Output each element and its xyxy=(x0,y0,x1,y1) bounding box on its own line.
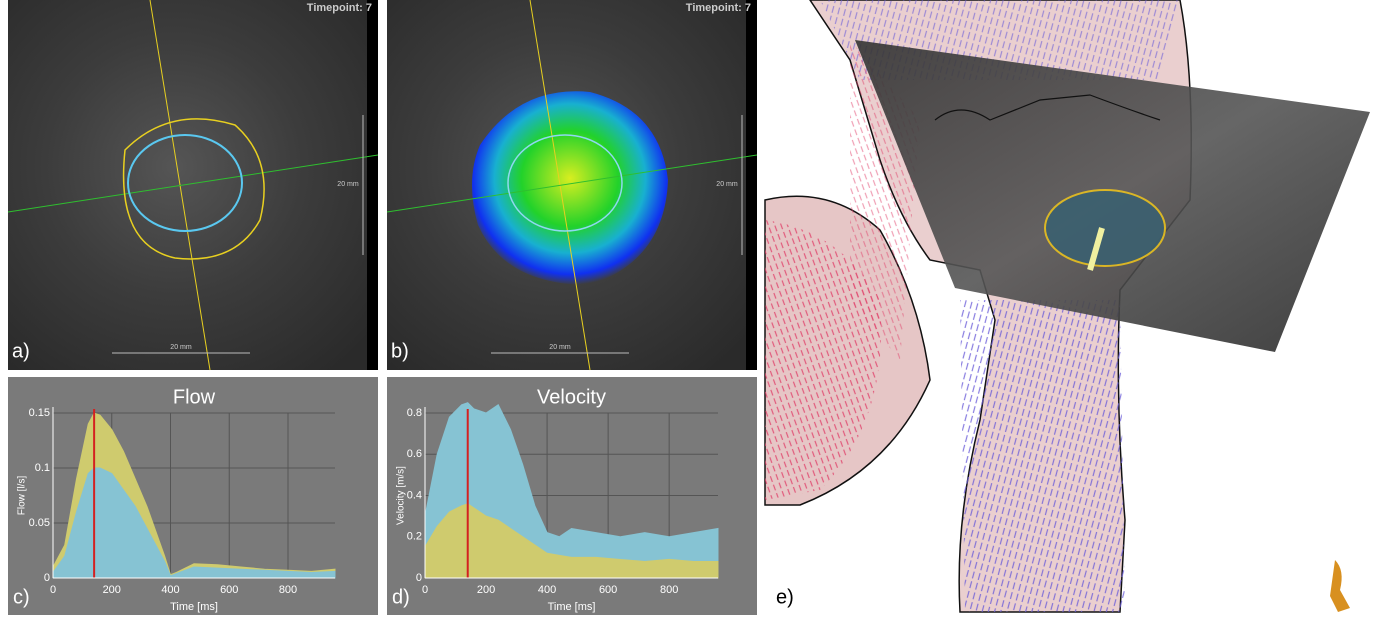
panel-b xyxy=(386,0,758,371)
panel-label: d) xyxy=(392,586,410,608)
area xyxy=(52,467,336,579)
x-tick-label: 0 xyxy=(50,584,56,596)
x-tick-label: 400 xyxy=(161,584,179,596)
y-tick-label: 0.4 xyxy=(407,489,422,501)
x-tick-label: 200 xyxy=(477,584,495,596)
y-tick-label: 0.05 xyxy=(29,517,50,529)
y-tick-label: 0.15 xyxy=(29,407,50,419)
x-tick-label: 200 xyxy=(103,584,121,596)
y-tick-label: 0.1 xyxy=(35,462,50,474)
y-tick-label: 0 xyxy=(44,572,50,584)
area xyxy=(424,503,719,579)
panel-label: c) xyxy=(13,586,30,608)
y-axis-label: Flow [l/s] xyxy=(17,476,28,516)
x-tick-label: 800 xyxy=(279,584,297,596)
x-tick-label: 0 xyxy=(422,584,428,596)
x-tick-label: 800 xyxy=(660,584,678,596)
chart-title: Velocity xyxy=(537,386,606,408)
panel-a xyxy=(7,0,379,371)
x-tick-label: 600 xyxy=(220,584,238,596)
x-axis-label: Time [ms] xyxy=(548,601,596,613)
panel-e xyxy=(764,0,1370,613)
y-tick-label: 0.2 xyxy=(407,531,422,543)
scale-label: 20 mm xyxy=(170,344,192,351)
scale-label: 20 mm xyxy=(549,344,571,351)
x-tick-label: 400 xyxy=(538,584,556,596)
timepoint: Timepoint: 7 xyxy=(307,2,372,14)
panel-label: a) xyxy=(12,340,30,362)
chart-title: Flow xyxy=(173,386,216,408)
scale-label: 20 mm xyxy=(337,181,359,188)
y-axis-label: Velocity [m/s] xyxy=(396,466,407,525)
panel-label: b) xyxy=(391,340,409,362)
y-tick-label: 0.6 xyxy=(407,448,422,460)
y-tick-label: 0 xyxy=(416,572,422,584)
x-tick-label: 600 xyxy=(599,584,617,596)
y-tick-label: 0.8 xyxy=(407,407,422,419)
timepoint: Timepoint: 7 xyxy=(686,2,751,14)
scale-label: 20 mm xyxy=(716,181,738,188)
panel-label: e) xyxy=(776,586,794,608)
x-axis-label: Time [ms] xyxy=(170,601,218,613)
